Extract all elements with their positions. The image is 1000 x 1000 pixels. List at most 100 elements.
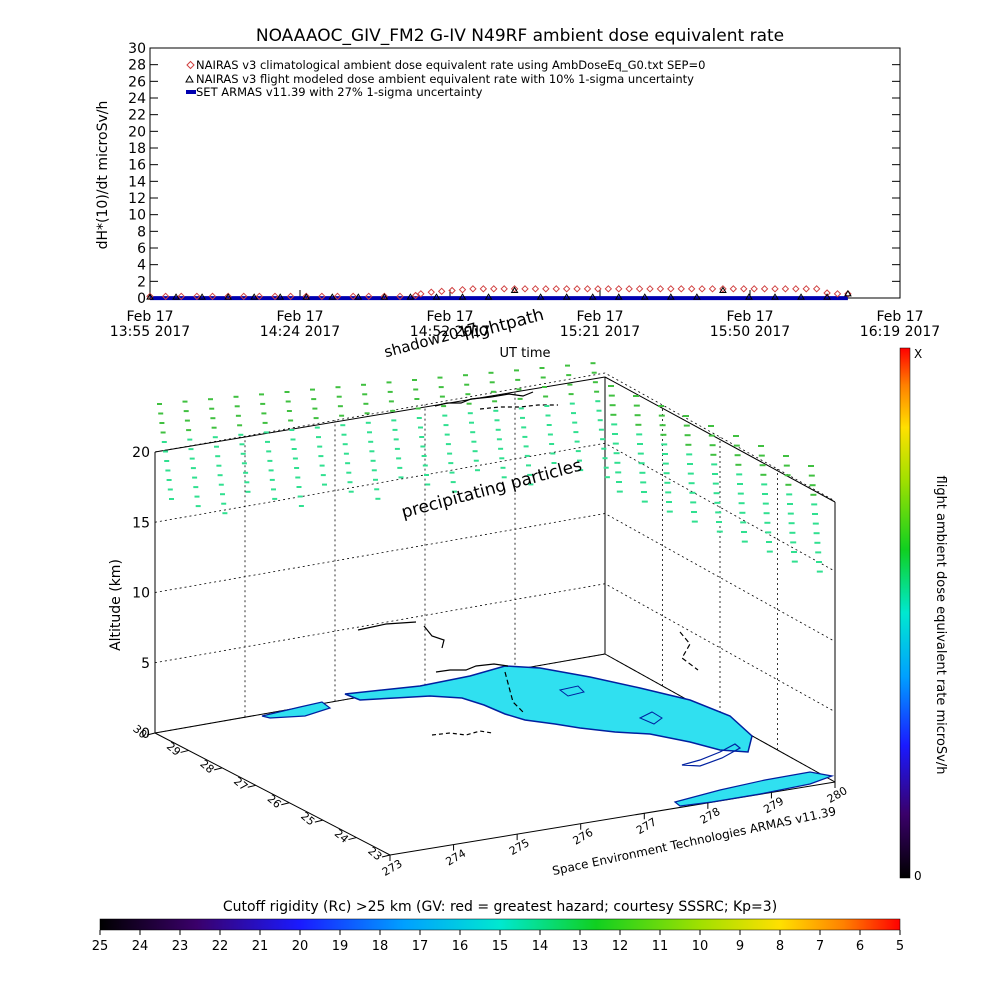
point-climatological xyxy=(531,285,540,293)
x-tick-label: Feb 17 xyxy=(276,309,323,325)
point-modeled xyxy=(302,293,311,300)
longitude-tick-label: 273 xyxy=(380,857,405,879)
point-modeled xyxy=(536,293,545,300)
point-climatological xyxy=(719,285,727,293)
point-climatological xyxy=(318,292,326,301)
longitude-tick-label: 278 xyxy=(698,805,723,827)
latitude-tick-label: 26 xyxy=(265,792,284,811)
rigidity-tick-label: 9 xyxy=(736,939,744,954)
y-tick-label: 8 xyxy=(137,224,146,240)
latitude-tick-label: 23 xyxy=(365,844,384,863)
point-modeled xyxy=(771,293,779,300)
y-tick-label: 18 xyxy=(128,141,146,157)
y-tick-label: 2 xyxy=(137,274,146,290)
latitude-tick-mark xyxy=(214,767,223,771)
point-modeled xyxy=(588,293,597,300)
point-modeled xyxy=(797,293,805,300)
rigidity-tick-label: 18 xyxy=(372,939,389,954)
point-modeled xyxy=(640,293,649,300)
latitude-tick-label: 27 xyxy=(231,775,250,794)
point-climatological xyxy=(573,285,581,293)
latitude-tick-label: 29 xyxy=(164,740,183,759)
point-climatological xyxy=(380,292,389,301)
point-climatological xyxy=(240,292,248,301)
point-climatological xyxy=(708,285,717,293)
point-climatological xyxy=(615,285,623,293)
y-tick-label: 20 xyxy=(128,124,146,140)
y-tick-label: 4 xyxy=(137,258,146,274)
y-axis-label: dH*(10)/dt microSv/h xyxy=(95,101,111,250)
wall-gridline xyxy=(154,372,836,502)
rigidity-tick-label: 21 xyxy=(252,939,269,954)
point-climatological xyxy=(750,285,758,293)
point-climatological xyxy=(594,285,602,293)
point-modeled xyxy=(844,289,852,297)
point-climatological xyxy=(542,285,550,293)
point-climatological xyxy=(656,285,665,293)
point-climatological xyxy=(333,292,342,301)
x-tick-label: 14:52 2017 xyxy=(410,324,490,340)
rigidity-tick-label: 13 xyxy=(572,939,589,954)
rigidity-ticks: 25 24 23 22 21 20 19 18 17 16 15 14 13 12 11 10 9 8 7 6 5 xyxy=(92,930,904,954)
cutoff-rigidity-title: Cutoff rigidity (Rc) >25 km (GV: red = g… xyxy=(223,899,777,915)
y-tick-label: 24 xyxy=(128,91,146,107)
rigidity-tick-label: 10 xyxy=(692,939,709,954)
latitude-tick-mark xyxy=(381,854,391,858)
longitude-tick-label: 274 xyxy=(443,847,468,869)
point-climatological xyxy=(771,285,779,293)
time-series-chart: NOAAAOC_GIV_FM2 G-IV N49RF ambient dose … xyxy=(95,26,940,361)
point-modeled xyxy=(406,293,415,300)
latitude-tick-label: 24 xyxy=(332,827,351,846)
credit-text: Space Environment Technologies ARMAS v11… xyxy=(551,804,837,878)
rigidity-tick-label: 11 xyxy=(652,939,669,954)
latitude-tick-mark xyxy=(281,802,290,806)
altitude-tick-label: 10 xyxy=(132,586,150,602)
latitude-tick-mark xyxy=(146,732,156,736)
wall-gridline xyxy=(154,442,836,572)
latitude-tick-label: 25 xyxy=(298,809,317,828)
point-climatological xyxy=(490,285,498,293)
series-layer xyxy=(146,285,852,301)
point-climatological xyxy=(698,285,706,293)
point-climatological xyxy=(224,292,232,301)
x-tick-label: Feb 17 xyxy=(726,309,773,325)
rigidity-tick-label: 25 xyxy=(92,939,109,954)
point-climatological xyxy=(625,285,633,293)
rigidity-tick-label: 15 xyxy=(492,939,509,954)
altitude-tick-label: 0 xyxy=(141,726,150,742)
point-modeled xyxy=(276,293,285,300)
latitude-tick-label: 28 xyxy=(197,757,216,776)
colorbar-bottom-label: 0 xyxy=(914,869,922,883)
point-modeled xyxy=(432,293,441,300)
diamond-marker-icon xyxy=(186,60,195,70)
x-tick-label: 15:21 2017 xyxy=(560,324,640,340)
point-climatological xyxy=(396,292,404,301)
point-climatological xyxy=(687,285,696,293)
latitude-tick-mark xyxy=(348,837,357,841)
point-climatological xyxy=(667,285,675,293)
longitude-tick-label: 277 xyxy=(634,815,659,837)
point-modeled xyxy=(614,293,623,300)
point-climatological xyxy=(271,292,279,301)
y-tick-label: 30 xyxy=(128,41,146,57)
point-modeled xyxy=(172,293,180,300)
y-tick-label: 22 xyxy=(128,108,146,124)
point-modeled xyxy=(198,293,206,300)
wall-gridline xyxy=(154,583,836,713)
rigidity-gradient-bar xyxy=(99,918,901,931)
legend-label: NAIRAS v3 flight modeled dose ambient eq… xyxy=(196,72,694,86)
colorbar-top-label: X xyxy=(914,347,922,361)
x-axis-label: UT time xyxy=(500,346,551,361)
legend-label: NAIRAS v3 climatological ambient dose eq… xyxy=(196,58,705,72)
rigidity-tick-label: 20 xyxy=(292,939,309,954)
point-climatological xyxy=(411,291,420,300)
latitude-tick-mark xyxy=(314,819,323,823)
longitude-tick-label: 276 xyxy=(571,826,596,848)
point-climatological xyxy=(286,292,295,301)
point-climatological xyxy=(302,292,310,301)
y-tick-label: 14 xyxy=(128,174,146,190)
